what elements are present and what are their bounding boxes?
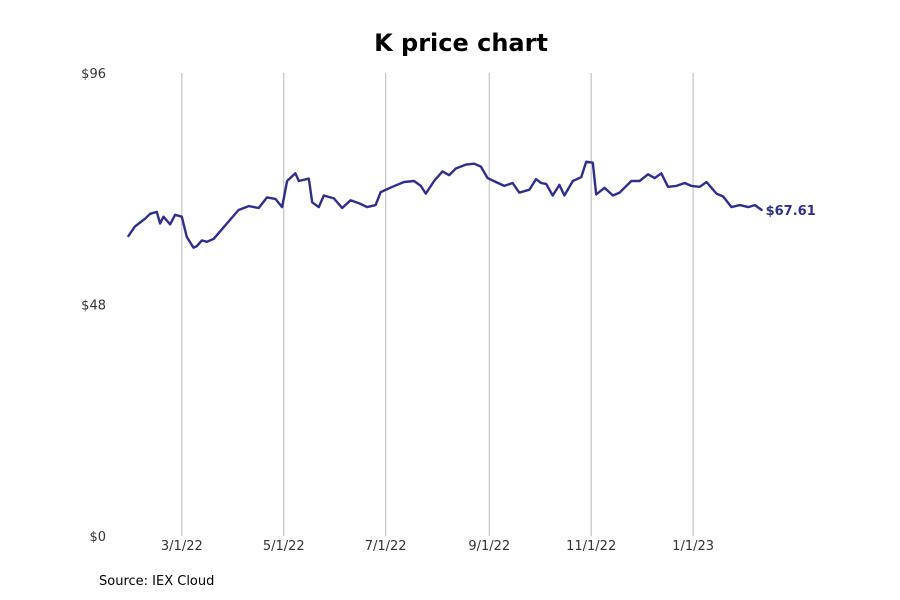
y-tick-label: $96: [81, 67, 106, 82]
chart-title: K price chart: [374, 29, 548, 57]
x-tick-label: 1/1/23: [672, 539, 714, 554]
x-tick-label: 7/1/22: [365, 539, 407, 554]
y-tick-label: $48: [81, 299, 106, 314]
x-tick-label: 5/1/22: [263, 539, 305, 554]
series-line-0: [127, 160, 763, 249]
x-tick-label: 9/1/22: [468, 539, 510, 554]
x-tick-label: 3/1/22: [161, 539, 203, 554]
x-tick-label: 11/1/22: [566, 539, 616, 554]
y-axis-tick-labels: $0 $48 $96: [81, 67, 106, 545]
x-axis-tick-labels: 3/1/22 5/1/22 7/1/22 9/1/22 11/1/22 1/1/23: [161, 539, 714, 554]
source-note: Source: IEX Cloud: [99, 574, 215, 589]
gridlines: [181, 73, 694, 536]
series-layer: $67.61: [127, 160, 816, 249]
last-value-label: $67.61: [766, 204, 816, 219]
y-tick-label: $0: [89, 530, 106, 545]
